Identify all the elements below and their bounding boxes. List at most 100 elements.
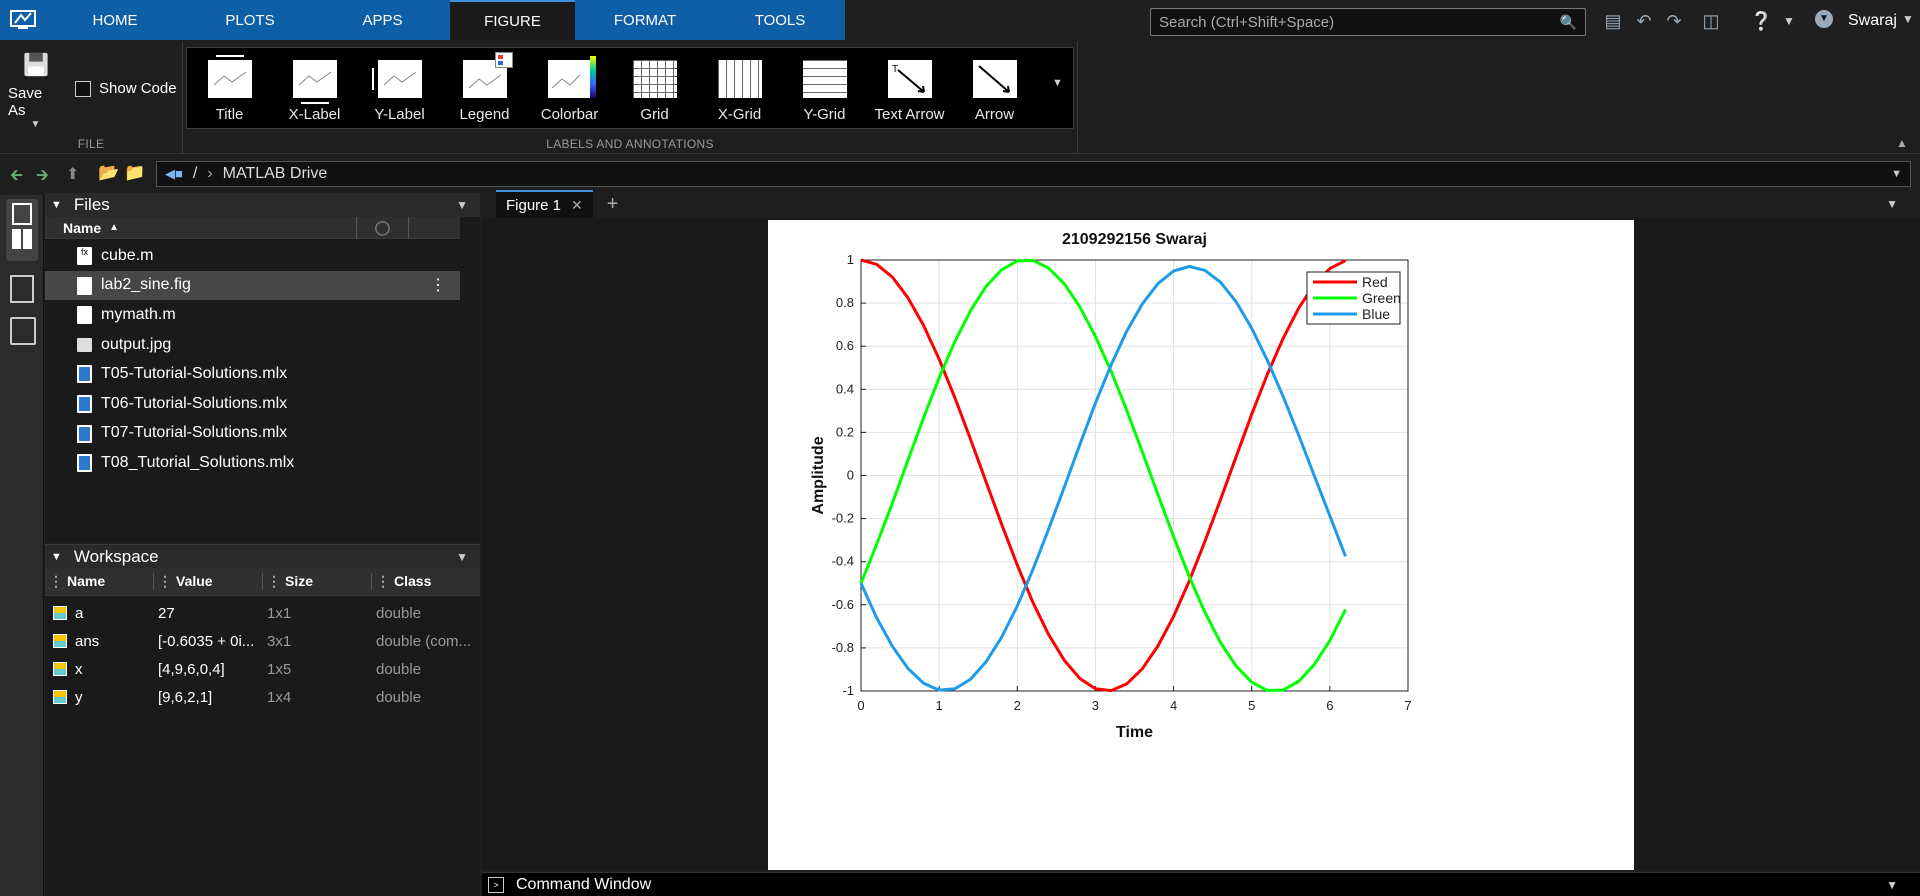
up-folder-icon[interactable]: ⬆	[66, 166, 80, 183]
help-icon[interactable]: ❔	[1750, 11, 1773, 31]
matlab-logo-icon[interactable]	[0, 0, 45, 40]
gallery-expand-icon[interactable]: ▼	[1052, 77, 1063, 89]
y-tick-label: -0.4	[832, 554, 854, 569]
ws-col-value[interactable]: ⋮ Value	[154, 573, 263, 590]
address-dropdown-icon[interactable]: ▼	[1891, 168, 1902, 180]
show-code-checkbox[interactable]	[75, 80, 91, 97]
ws-col-class[interactable]: ⋮ Class	[376, 573, 432, 589]
ws-var-value: [9,6,2,1]	[158, 688, 213, 706]
xlabel-button[interactable]: X-Label	[272, 48, 357, 130]
collapse-ribbon-icon[interactable]: ▲	[1896, 136, 1908, 150]
browse-folder-icon[interactable]: 📂	[98, 163, 120, 182]
files-panel-icon[interactable]	[12, 203, 32, 225]
legend-button[interactable]: Legend	[442, 48, 527, 130]
address-field[interactable]: ◀■ / › MATLAB Drive ▼	[156, 161, 1911, 187]
search-icon[interactable]: 🔍	[1559, 13, 1577, 30]
tab-plots[interactable]: PLOTS	[225, 11, 275, 29]
file-row[interactable]: output.jpg	[45, 330, 480, 360]
tab-figure[interactable]: FIGURE	[450, 0, 575, 40]
figure-tabs: Figure 1 ✕ + ▼	[482, 190, 1920, 218]
workspace-panel-icon[interactable]	[12, 229, 32, 249]
workspace-row[interactable]: a 27 1x1 double	[45, 599, 480, 627]
ws-col-name[interactable]: ⋮ Name	[45, 573, 154, 590]
file-icon	[77, 276, 92, 295]
user-chevron-icon[interactable]: ▼	[1902, 12, 1914, 26]
workspace-panel-menu-icon[interactable]: ▼	[456, 549, 468, 564]
live-script-icon	[77, 394, 92, 413]
file-name: T08_Tutorial_Solutions.mlx	[101, 453, 295, 471]
source-control-column-icon[interactable]: ◯	[356, 216, 408, 239]
file-options-icon[interactable]: ⋮	[430, 277, 446, 295]
line-chart[interactable]: 0 1 2 3 4 5 6 7 -1 -0.8 -0.6 -0.4 -0.2 0 0.2 0.4 0.6 0.8 1…	[768, 220, 1634, 870]
chevron-down-icon[interactable]: ▼	[1783, 14, 1795, 28]
tab-tools[interactable]: TOOLS	[754, 11, 806, 29]
figure-tab-label: Figure 1	[506, 196, 562, 214]
window-layout-icon[interactable]: ◫	[1702, 11, 1720, 31]
user-menu-icon[interactable]: ▼	[1815, 10, 1833, 28]
save-icon[interactable]: ▤	[1604, 11, 1622, 31]
x-tick-label: 7	[1404, 698, 1411, 713]
colorbar-button[interactable]: Colorbar	[527, 48, 612, 130]
save-as-chevron-icon[interactable]: ▼	[30, 119, 41, 130]
address-root[interactable]: /	[192, 165, 198, 182]
search-box[interactable]: 🔍	[1150, 8, 1586, 36]
collapse-workspace-icon[interactable]: ▼	[51, 550, 62, 563]
forward-arrow-icon[interactable]: 🡲	[36, 167, 49, 184]
ws-var-class: double	[376, 660, 422, 678]
files-panel: ▼ Files ▼ Name ▲ ◯ fx cube.m lab2_sine.fig…	[45, 193, 480, 543]
workspace-panel: ▼ Workspace ▼ ⋮ Name ⋮ Value ⋮ Size ⋮ Class …	[45, 544, 480, 896]
ylabel-icon	[371, 60, 422, 98]
file-row[interactable]: T06-Tutorial-Solutions.mlx	[45, 389, 480, 419]
workspace-row[interactable]: y [9,6,2,1] 1x4 double	[45, 683, 480, 711]
figure-panel-menu-icon[interactable]: ▼	[1886, 197, 1898, 211]
tab-home[interactable]: HOME	[92, 11, 138, 29]
tab-format[interactable]: FORMAT	[613, 11, 677, 29]
arrow-button[interactable]: Arrow	[952, 48, 1037, 130]
text-arrow-button[interactable]: T Text Arrow	[867, 48, 952, 130]
y-tick-label: -0.2	[832, 511, 854, 526]
open-folder-icon[interactable]: 📁	[124, 163, 146, 182]
title-button[interactable]: Title	[187, 48, 272, 130]
back-arrow-icon[interactable]: 🡰	[10, 167, 23, 184]
command-window-bar[interactable]: > Command Window ▼	[482, 872, 1920, 896]
show-code-checkbox-wrap[interactable]: Show Code	[75, 80, 177, 97]
ygrid-button[interactable]: Y-Grid	[782, 48, 867, 130]
grid-button[interactable]: Grid	[612, 48, 697, 130]
collapse-files-icon[interactable]: ▼	[51, 199, 62, 211]
text-arrow-icon: T	[887, 60, 932, 98]
search-input[interactable]	[1159, 13, 1560, 31]
tab-figure-1[interactable]: Figure 1 ✕	[496, 190, 593, 218]
xgrid-button[interactable]: X-Grid	[697, 48, 782, 130]
tab-apps[interactable]: APPS	[362, 11, 403, 29]
file-row[interactable]: T05-Tutorial-Solutions.mlx	[45, 359, 480, 389]
file-row[interactable]: T07-Tutorial-Solutions.mlx	[45, 419, 480, 449]
undo-icon[interactable]: ↶	[1636, 11, 1652, 31]
ws-col-size[interactable]: ⋮ Size	[263, 573, 372, 590]
address-path[interactable]: MATLAB Drive	[222, 165, 328, 182]
find-files-icon[interactable]	[10, 275, 34, 303]
save-as-button[interactable]: Save As ▼	[8, 50, 63, 130]
user-name[interactable]: Swaraj	[1848, 12, 1897, 29]
extra-column-header[interactable]	[408, 216, 460, 239]
workspace-row[interactable]: x [4,9,6,0,4] 1x5 double	[45, 655, 480, 683]
files-panel-menu-icon[interactable]: ▼	[456, 198, 468, 212]
ribbon: Save As ▼ Show Code FILE Title X-Label	[0, 42, 1920, 154]
save-as-label: Save As	[8, 85, 43, 119]
close-figure-icon[interactable]: ✕	[571, 196, 583, 213]
command-history-icon[interactable]	[10, 317, 36, 345]
file-row[interactable]: T08_Tutorial_Solutions.mlx	[45, 448, 480, 478]
y-tick-label: -0.6	[832, 597, 854, 612]
workspace-row[interactable]: ans [-0.6035 + 0i... 3x1 double (com...	[45, 627, 480, 655]
sort-ascending-icon[interactable]: ▲	[109, 222, 120, 233]
chart-title: 2109292156 Swaraj	[1062, 231, 1207, 248]
file-row[interactable]: mymath.m	[45, 300, 480, 330]
ylabel-label: Y-Label	[374, 106, 425, 123]
redo-icon[interactable]: ↷	[1666, 11, 1682, 31]
ylabel-button[interactable]: Y-Label	[357, 48, 442, 130]
file-row[interactable]: lab2_sine.fig ⋮	[45, 270, 460, 301]
command-window-menu-icon[interactable]: ▼	[1886, 877, 1898, 892]
file-row[interactable]: fx cube.m	[45, 241, 480, 271]
add-figure-icon[interactable]: +	[606, 192, 619, 215]
figure-canvas[interactable]: 0 1 2 3 4 5 6 7 -1 -0.8 -0.6 -0.4 -0.2 0 0.2 0.4 0.6 0.8 1…	[768, 220, 1634, 870]
name-column-header[interactable]: Name	[63, 219, 102, 236]
